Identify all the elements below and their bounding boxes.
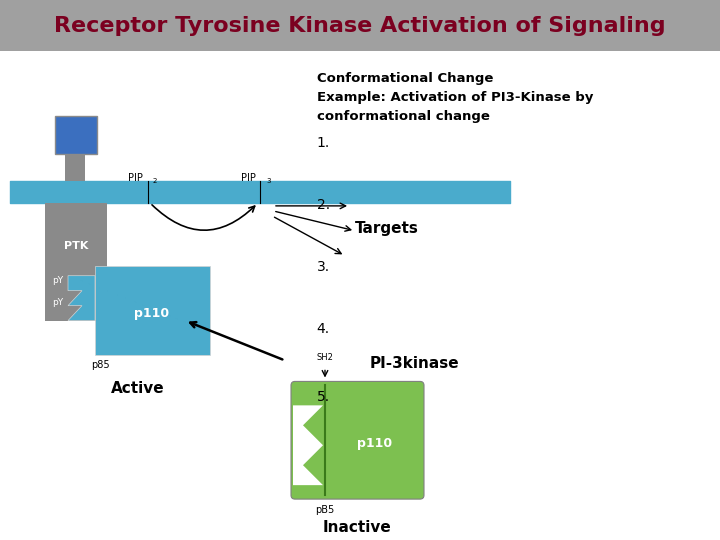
Text: pB5: pB5 — [315, 505, 335, 515]
Text: pY: pY — [53, 276, 63, 285]
Text: PTK: PTK — [64, 241, 88, 251]
Polygon shape — [293, 406, 323, 485]
Text: conformational change: conformational change — [317, 110, 490, 123]
Text: p110: p110 — [135, 307, 170, 320]
Text: SH2: SH2 — [317, 353, 333, 362]
Text: PI-3kinase: PI-3kinase — [370, 356, 459, 371]
Text: Conformational Change: Conformational Change — [317, 72, 493, 85]
Text: 3: 3 — [266, 178, 271, 184]
Text: Targets: Targets — [355, 221, 419, 237]
Text: 1.: 1. — [317, 136, 330, 150]
Text: PIP: PIP — [241, 173, 256, 183]
Text: p110: p110 — [357, 437, 392, 450]
Text: 2: 2 — [153, 178, 158, 184]
Text: Example: Activation of PI3-Kinase by: Example: Activation of PI3-Kinase by — [317, 91, 593, 104]
Text: PIP: PIP — [128, 173, 143, 183]
Bar — [45, 203, 107, 321]
Text: Receptor Tyrosine Kinase Activation of Signaling: Receptor Tyrosine Kinase Activation of S… — [54, 16, 666, 36]
Bar — [95, 266, 210, 355]
Polygon shape — [68, 276, 95, 321]
Bar — [65, 154, 85, 181]
Text: 2.: 2. — [317, 198, 330, 212]
Text: Inactive: Inactive — [323, 519, 392, 535]
Text: pY: pY — [53, 298, 63, 307]
Text: 3.: 3. — [317, 260, 330, 274]
Bar — [55, 116, 97, 154]
FancyBboxPatch shape — [291, 381, 424, 499]
Text: 5.: 5. — [317, 390, 330, 404]
Text: p85: p85 — [91, 361, 109, 370]
Text: 4.: 4. — [317, 322, 330, 336]
Text: Active: Active — [111, 381, 165, 396]
